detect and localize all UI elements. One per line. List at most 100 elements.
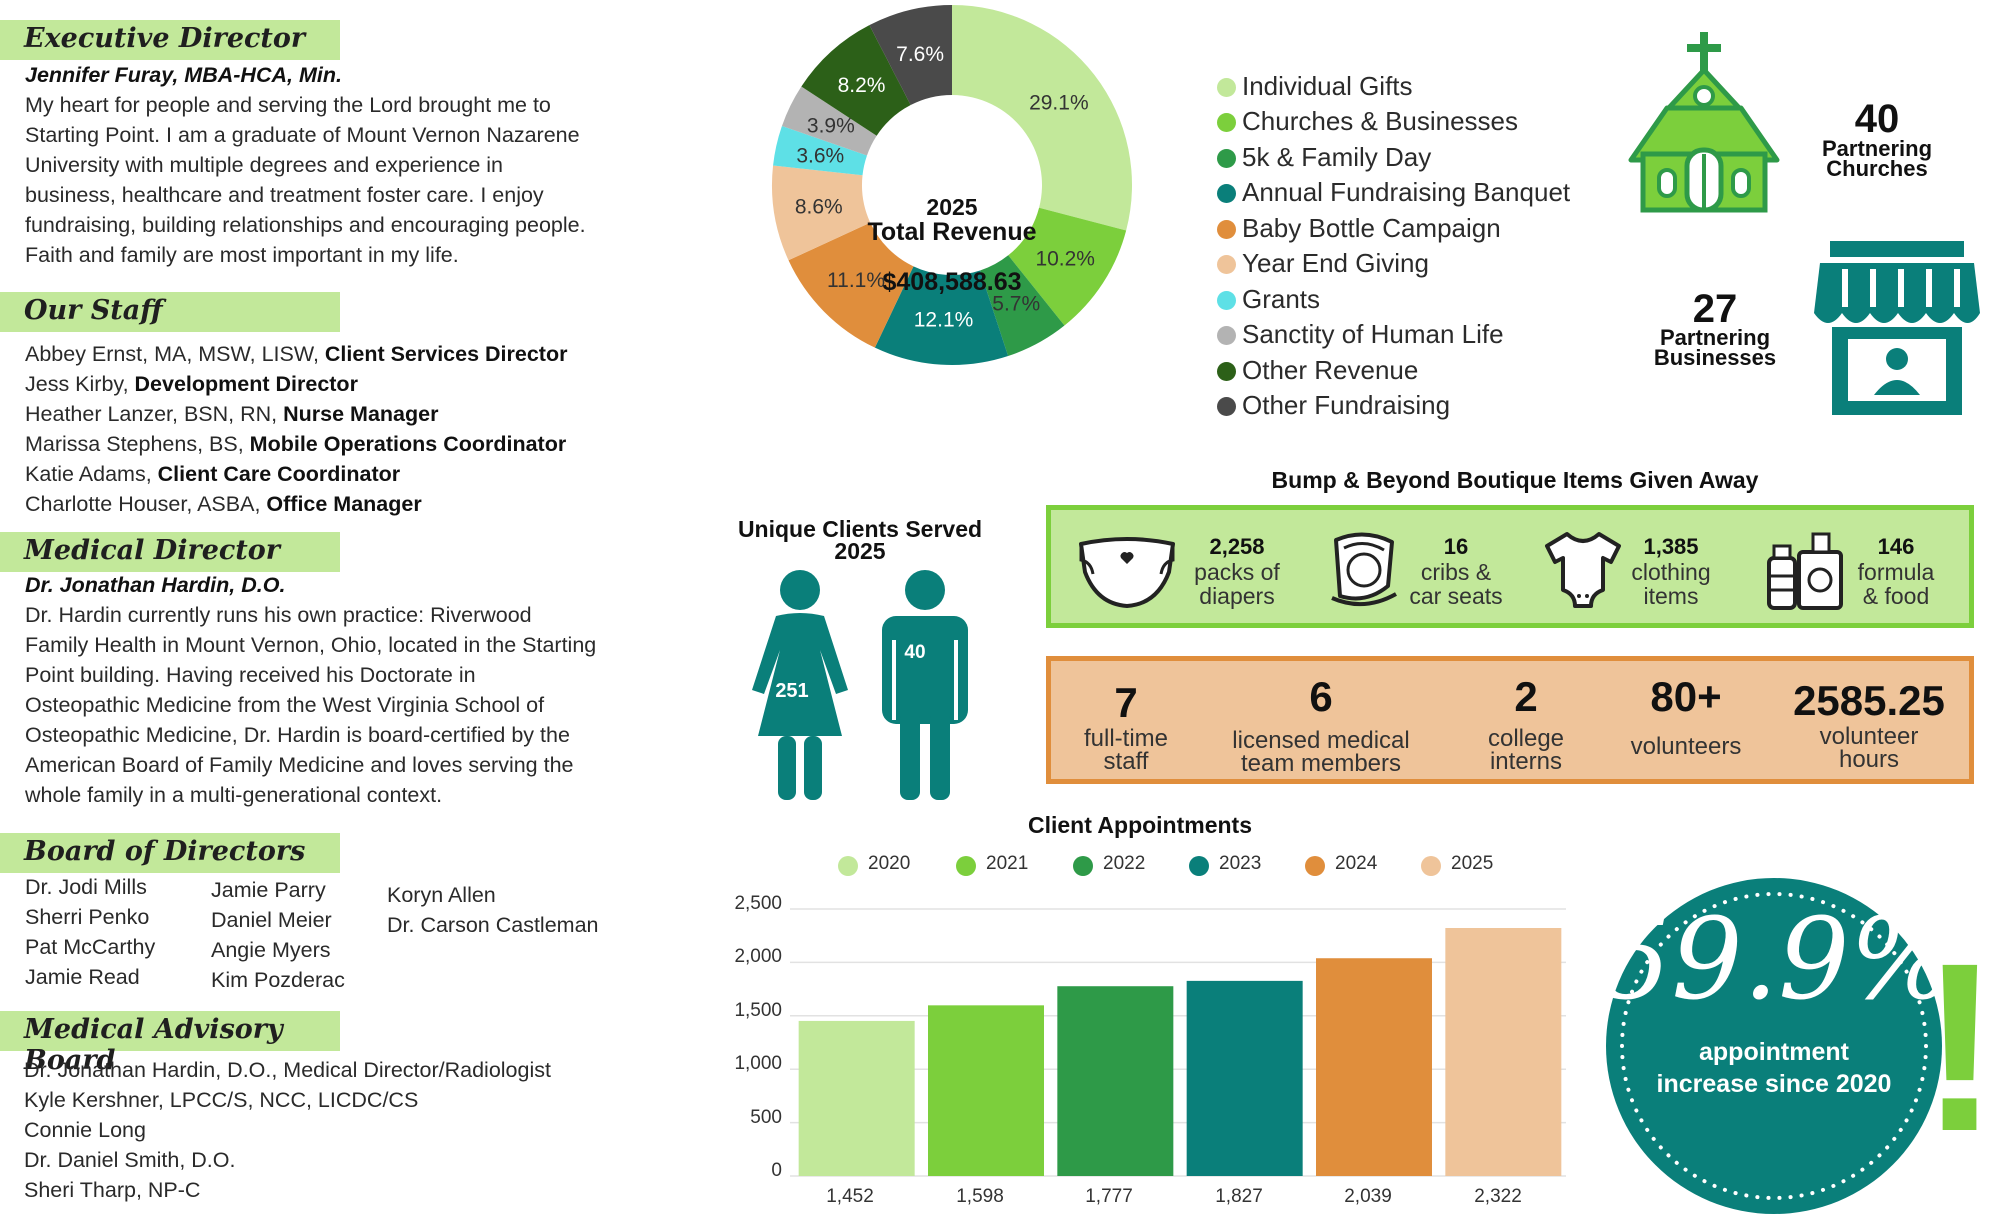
board-heading: Board of Directors <box>24 836 306 867</box>
advisory-member: Sheri Tharp, NP-C <box>24 1178 201 1202</box>
bar-value-label: 2,039 <box>1344 1186 1392 1207</box>
stat-label: volunteer <box>1819 723 1919 750</box>
car-seat-icon <box>1331 532 1397 607</box>
donut-slice-label: 12.1% <box>914 309 974 332</box>
donut-center-amount: $408,588.63 <box>882 268 1021 296</box>
y-tick-label: 0 <box>771 1160 782 1181</box>
donut-slice-label: 11.1% <box>827 269 885 292</box>
boutique-item-count: 2,258 <box>1209 534 1265 559</box>
legend-swatch <box>1217 362 1236 381</box>
stat-item: 6 licensed medical team members <box>1201 673 1441 776</box>
legend-swatch <box>1217 326 1236 345</box>
donut-slice-label: 3.6% <box>796 144 844 167</box>
exec-heading: Executive Director <box>24 23 306 54</box>
staff-member: Charlotte Houser, ASBA, Office Manager <box>25 492 422 516</box>
increase-circle <box>1606 878 1942 1214</box>
legend-swatch <box>1217 184 1236 203</box>
stat-item: 2 college interns <box>1451 673 1601 774</box>
donut-slice-label: 7.6% <box>896 43 944 66</box>
increase-label-line: appointment <box>1699 1038 1850 1066</box>
businesses-label: Partnering Businesses <box>1635 325 1795 369</box>
medical-bio-line: Family Health in Mount Vernon, Ohio, loc… <box>25 633 597 657</box>
bar-value-label: 1,777 <box>1085 1186 1133 1207</box>
boutique-item-label: cribs & <box>1420 559 1492 585</box>
exec-block: Jennifer Furay, MBA-HCA, Min. My heart f… <box>25 60 645 270</box>
boutique-item-label: formula <box>1857 559 1935 585</box>
medical-block: Dr. Jonathan Hardin, D.O. Dr. Hardin cur… <box>25 570 645 810</box>
boutique-item-label: packs of <box>1194 559 1280 585</box>
stat-number: 80+ <box>1650 673 1722 720</box>
boutique-item-label: & food <box>1862 583 1930 609</box>
medical-bio-line: whole family in a multi-generational con… <box>25 783 443 807</box>
board-member: Koryn Allen <box>387 883 496 907</box>
onesie-icon <box>1545 532 1621 608</box>
exec-bio-line: University with multiple degrees and exp… <box>25 153 504 177</box>
boutique-item-label: car seats <box>1409 583 1503 609</box>
donut-slice <box>874 266 1009 365</box>
male-count: 40 <box>904 642 925 663</box>
exec-bio-line: Faith and family are most important in m… <box>25 243 459 267</box>
staff-member: Katie Adams, Client Care Coordinator <box>25 462 401 486</box>
bar <box>1186 980 1303 1176</box>
increase-dotted-ring <box>1620 892 1928 1200</box>
bar-value-label: 1,452 <box>826 1186 874 1207</box>
medical-bio-line: Osteopathic Medicine, Dr. Hardin is boar… <box>25 723 570 747</box>
businesses-label-line: Partnering <box>1659 325 1771 350</box>
bar <box>1316 958 1432 1176</box>
staff-list: Abbey Ernst, MA, MSW, LISW, Client Servi… <box>25 339 567 519</box>
exec-bio-line: My heart for people and serving the Lord… <box>25 93 551 117</box>
medical-bio-line: Dr. Hardin currently runs his own practi… <box>25 603 532 627</box>
board-member: Angie Myers <box>211 938 331 962</box>
stat-label: staff <box>1103 748 1149 775</box>
businesses-count: 27 <box>1692 287 1738 331</box>
medical-bio: Dr. Hardin currently runs his own practi… <box>25 600 645 810</box>
churches-count: 40 <box>1854 97 1900 141</box>
donut-slice <box>781 86 877 156</box>
donut-slice <box>869 4 952 106</box>
boutique-item-label: diapers <box>1199 583 1275 609</box>
board-member: Jamie Parry <box>211 878 326 902</box>
boutique-item-label: clothing <box>1631 559 1711 585</box>
advisory-member: Dr. Jonathan Hardin, D.O., Medical Direc… <box>24 1058 551 1082</box>
bar <box>1445 928 1562 1176</box>
exec-bio-line: fundraising, building relationships and … <box>25 213 586 237</box>
bar-value-label: 2,322 <box>1474 1186 1522 1207</box>
stat-number: 2 <box>1514 673 1538 720</box>
churches-label-line: Partnering <box>1821 136 1933 161</box>
advisory-member: Connie Long <box>24 1118 146 1142</box>
legend-swatch <box>1217 113 1236 132</box>
board-member: Pat McCarthy <box>25 935 156 959</box>
bar <box>798 1020 915 1176</box>
advisory-list: Dr. Jonathan Hardin, D.O., Medical Direc… <box>24 1055 551 1205</box>
boutique-item-label: items <box>1643 583 1699 609</box>
donut-slice-label: 10.2% <box>1035 248 1095 271</box>
female-figure-icon <box>752 570 848 800</box>
legend-swatch <box>1217 149 1236 168</box>
donut-slice <box>772 165 871 261</box>
medical-name: Dr. Jonathan Hardin, D.O. <box>25 573 286 597</box>
donut-center-title: Total Revenue <box>867 218 1036 246</box>
staff-member: Abbey Ernst, MA, MSW, LISW, Client Servi… <box>25 342 568 366</box>
staff-member: Jess Kirby, Development Director <box>25 372 358 396</box>
bar-value-label: 1,598 <box>956 1186 1004 1207</box>
donut-slice-label: 8.6% <box>795 196 843 219</box>
bar-value-label: 1,827 <box>1215 1186 1263 1207</box>
appointments-title: Client Appointments <box>1027 812 1253 838</box>
increase-percent: 59.9% <box>1600 895 1956 1025</box>
donut-slice-label: 5.7% <box>992 293 1040 316</box>
donut-center-year: 2025 <box>926 194 977 220</box>
stat-item: 7 full-time staff <box>1051 673 1201 775</box>
boutique-item: 146 formula & food <box>1821 510 1971 623</box>
donut-slice <box>788 222 914 348</box>
boutique-item: 16 cribs & car seats <box>1386 510 1526 623</box>
board-member: Kim Pozderac <box>211 968 345 992</box>
donut-slice <box>980 255 1065 357</box>
boutique-item-count: 1,385 <box>1643 534 1699 559</box>
stat-number: 7 <box>1114 679 1138 726</box>
donut-slice <box>773 125 867 176</box>
stat-label: college <box>1487 725 1565 752</box>
medical-bio-line: Osteopathic Medicine from the West Virgi… <box>25 693 545 717</box>
stat-number: 6 <box>1309 673 1333 720</box>
exec-bio-line: Starting Point. I am a graduate of Mount… <box>25 123 580 147</box>
male-figure-icon <box>882 570 968 800</box>
